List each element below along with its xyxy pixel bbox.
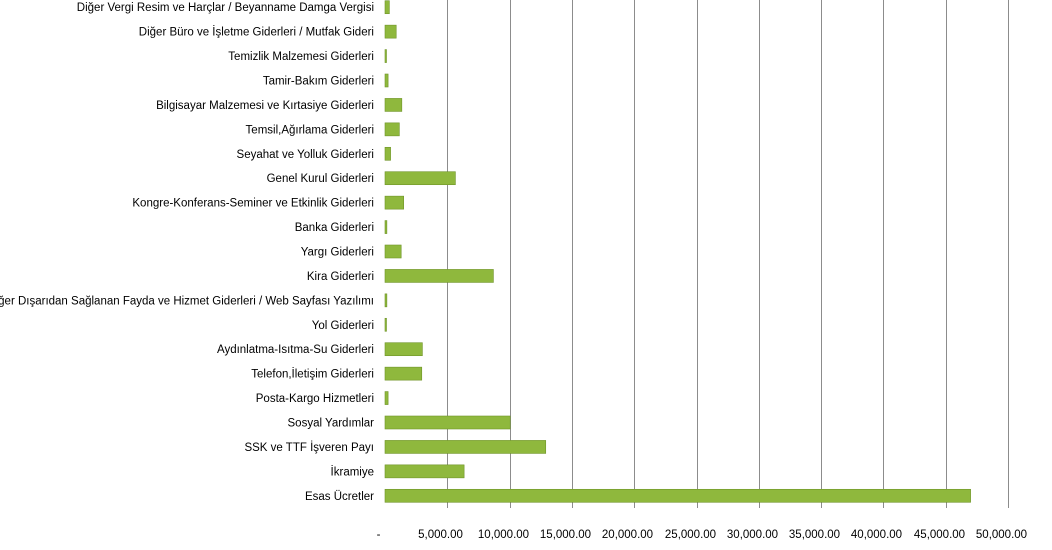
x-tick-label: 10,000.00 — [478, 529, 529, 541]
category-label: Yargı Giderleri — [301, 247, 374, 259]
bar — [384, 464, 465, 479]
category-label: Diğer Büro ve İşletme Giderleri / Mutfak… — [139, 26, 374, 39]
bar — [384, 146, 391, 161]
bar — [384, 49, 387, 63]
category-labels: Diğer Vergi Resim ve Harçlar / Beyanname… — [0, 2, 374, 503]
category-label: Genel Kurul Giderleri — [267, 173, 374, 185]
gridlines — [447, 0, 1009, 508]
bar — [384, 171, 456, 186]
x-tick-label: 45,000.00 — [914, 529, 965, 541]
x-tick-label: 40,000.00 — [851, 529, 902, 541]
bar — [384, 366, 423, 381]
category-label: SSK ve TTF İşveren Payı — [244, 441, 374, 454]
x-tick-label: 5,000.00 — [418, 529, 463, 541]
x-tick-label: 35,000.00 — [789, 529, 840, 541]
x-tick-labels: - 5,000.00 10,000.00 15,000.00 20,000.00 25,0… — [377, 529, 1028, 541]
category-label: Kira Giderleri — [307, 271, 374, 283]
bar — [384, 122, 400, 137]
bar — [384, 0, 390, 15]
category-label: Tamir-Bakım Giderleri — [263, 76, 374, 88]
x-tick-label: - — [377, 529, 381, 541]
x-tick-label: 25,000.00 — [665, 529, 716, 541]
x-tick-label: 20,000.00 — [602, 529, 653, 541]
category-label: Telefon,İletişim Giderleri — [251, 368, 374, 381]
category-label: Bilgisayar Malzemesi ve Kırtasiye Giderl… — [156, 100, 374, 112]
x-tick-label: 30,000.00 — [727, 529, 778, 541]
bar — [384, 293, 388, 308]
category-label: Diğer Vergi Resim ve Harçlar / Beyanname… — [77, 2, 374, 14]
category-label: Aydınlatma-Isıtma-Su Giderleri — [217, 344, 374, 356]
bar — [384, 24, 397, 39]
bars — [384, 0, 971, 503]
category-label: Kongre-Konferans-Seminer ve Etkinlik Gid… — [132, 198, 374, 210]
category-label: Yol Giderleri — [312, 320, 374, 332]
category-label: Esas Ücretler — [305, 491, 374, 503]
category-label: Temsil,Ağırlama Giderleri — [246, 124, 374, 136]
category-label: İkramiye — [331, 465, 374, 478]
category-label: Banka Giderleri — [295, 222, 374, 234]
bar — [384, 195, 404, 210]
bar — [384, 98, 403, 112]
x-tick-label: 50,000.00 — [976, 529, 1027, 541]
bar — [384, 342, 423, 357]
bar — [384, 415, 511, 430]
category-label: Diğer Dışarıdan Sağlanan Fayda ve Hizmet… — [0, 295, 374, 307]
bar — [384, 391, 389, 405]
bar — [384, 220, 388, 234]
bar — [384, 317, 387, 332]
category-label: Posta-Kargo Hizmetleri — [256, 393, 374, 405]
x-tick-label: 15,000.00 — [540, 529, 591, 541]
bar — [384, 73, 389, 88]
bar — [384, 440, 547, 454]
category-label: Seyahat ve Yolluk Giderleri — [237, 149, 374, 161]
category-label: Sosyal Yardımlar — [288, 418, 375, 430]
bar — [384, 269, 494, 283]
category-label: Temizlik Malzemesi Giderleri — [228, 51, 374, 63]
bar — [384, 244, 402, 259]
bar — [384, 488, 971, 503]
